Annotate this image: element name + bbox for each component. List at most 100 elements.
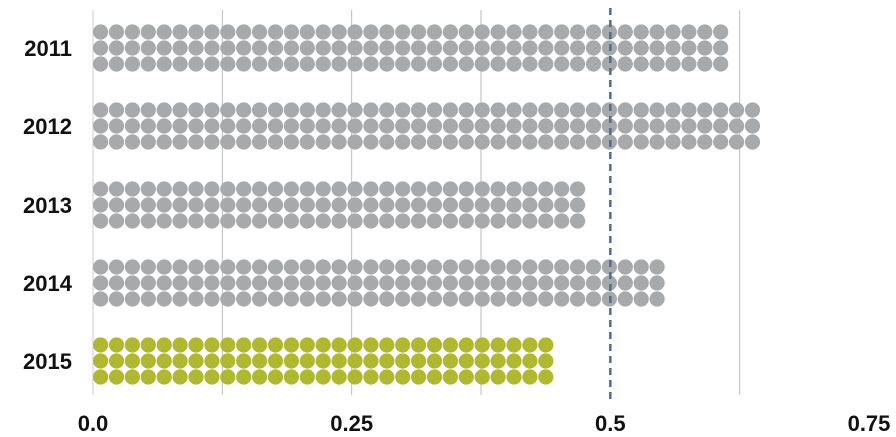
- bar-dot: [108, 102, 125, 118]
- x-axis-tick-labels: 0.0 0.25 0.5 0.75: [78, 411, 891, 436]
- bar-dot: [744, 118, 761, 134]
- bar-dot: [156, 24, 172, 40]
- bar-dot: [713, 118, 729, 134]
- bar-dot: [172, 118, 188, 134]
- bar-dot: [601, 56, 618, 72]
- x-tick-label: 0.25: [330, 411, 373, 436]
- bar-dot: [554, 291, 570, 307]
- bar-dot: [379, 213, 395, 229]
- bar-dot: [697, 118, 713, 134]
- bar-dot: [172, 197, 188, 213]
- bar-dot: [172, 369, 188, 385]
- bar-dot: [267, 337, 284, 353]
- bar-dot: [570, 291, 586, 307]
- bar-dot: [299, 181, 315, 197]
- bar-dot: [220, 259, 236, 275]
- bar-2015: [93, 337, 554, 385]
- bar-dot: [570, 118, 586, 134]
- bar-dot: [204, 102, 220, 118]
- bar-dot: [93, 118, 109, 134]
- bar-dot: [140, 40, 156, 56]
- bar-dot: [697, 134, 713, 150]
- bar-dot: [236, 275, 252, 291]
- bar-dot: [267, 353, 284, 369]
- bar-dot: [442, 181, 458, 197]
- bar-dot: [442, 118, 458, 134]
- bar-dot: [458, 369, 474, 385]
- bar-dot: [506, 197, 522, 213]
- bar-dot: [315, 118, 331, 134]
- bar-dot: [633, 24, 649, 40]
- bar-dot: [538, 40, 554, 56]
- bar-dot: [442, 275, 458, 291]
- bar-dot: [172, 24, 188, 40]
- bar-dot: [315, 337, 331, 353]
- bar-dot: [267, 259, 284, 275]
- bar-dot: [665, 134, 681, 150]
- bar-dot: [347, 56, 363, 72]
- bar-dot: [156, 337, 172, 353]
- bar-dot: [713, 102, 729, 118]
- bar-dot: [442, 259, 458, 275]
- bar-dot: [649, 56, 665, 72]
- bar-dot: [442, 353, 458, 369]
- bar-dot: [331, 24, 347, 40]
- bar-dot: [93, 40, 109, 56]
- bar-dot: [522, 24, 538, 40]
- bar-dot: [665, 24, 681, 40]
- bar-dot: [379, 259, 395, 275]
- bar-dot: [315, 102, 331, 118]
- bar-dot: [665, 102, 681, 118]
- bar-dot: [156, 291, 172, 307]
- bar-dot: [681, 56, 697, 72]
- bar-dot: [490, 291, 506, 307]
- bar-dot: [649, 275, 665, 291]
- bar-dot: [363, 40, 379, 56]
- bar-dot: [395, 40, 411, 56]
- bar-dot: [617, 118, 633, 134]
- bar-dot: [522, 259, 538, 275]
- bar-2011: [93, 24, 729, 72]
- bar-dot: [93, 56, 109, 72]
- bar-dot: [522, 337, 538, 353]
- bar-dot: [140, 291, 156, 307]
- bar-dot: [236, 369, 252, 385]
- bar-dot: [124, 24, 140, 40]
- bar-dot: [267, 102, 284, 118]
- bar-dot: [299, 197, 315, 213]
- bar-dot: [363, 337, 379, 353]
- bar-dot: [140, 259, 156, 275]
- bar-dot: [490, 181, 506, 197]
- bar-dot: [124, 353, 140, 369]
- bar-dot: [93, 213, 109, 229]
- category-label-2012: 2012: [23, 114, 72, 139]
- bar-dot: [188, 134, 204, 150]
- bar-dot: [108, 275, 125, 291]
- bar-dot: [220, 353, 236, 369]
- bar-dot: [315, 197, 331, 213]
- bar-dot: [283, 353, 299, 369]
- bar-dot: [633, 291, 649, 307]
- bar-dot: [283, 213, 299, 229]
- bar-dot: [522, 181, 538, 197]
- bar-dot: [522, 56, 538, 72]
- bar-dot: [395, 259, 411, 275]
- bar-dot: [554, 134, 570, 150]
- bar-dot: [490, 134, 506, 150]
- bar-dot: [347, 337, 363, 353]
- bar-dot: [649, 259, 665, 275]
- bar-dot: [252, 337, 268, 353]
- bar-dot: [458, 259, 474, 275]
- bar-dot: [617, 291, 633, 307]
- bar-dot: [156, 197, 172, 213]
- bar-dot: [172, 102, 188, 118]
- bar-dot: [617, 24, 633, 40]
- bar-dot: [395, 134, 411, 150]
- bar-dot: [252, 40, 268, 56]
- bar-dot: [347, 213, 363, 229]
- bar-dot: [299, 213, 315, 229]
- bar-dot: [554, 102, 570, 118]
- bar-dot: [220, 24, 236, 40]
- bar-dot: [220, 337, 236, 353]
- bar-dot: [442, 369, 458, 385]
